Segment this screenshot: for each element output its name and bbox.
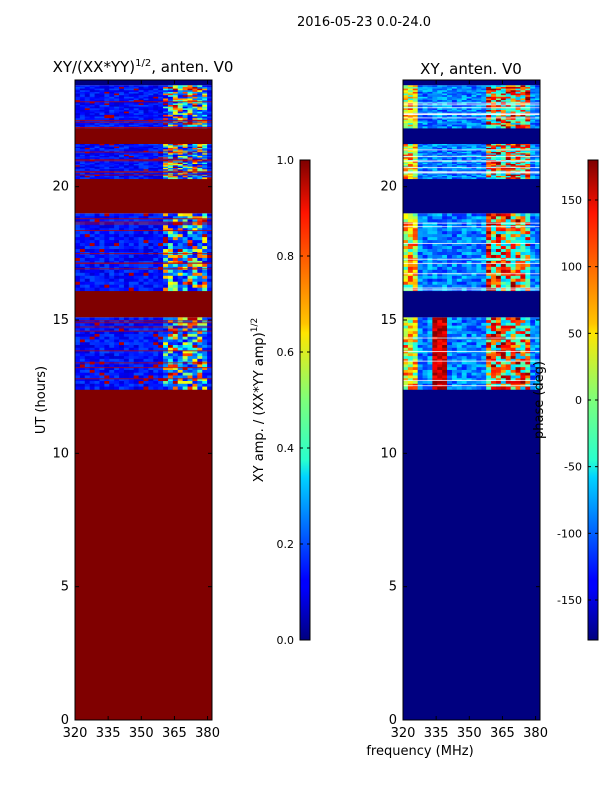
phase-data-block xyxy=(403,317,540,390)
amplitude-panel: XY/(XX*YY)1/2, anten. V0 320 335 350 365 380… xyxy=(34,58,233,741)
colorbar-tick-label: 1.0 xyxy=(277,154,295,167)
phase-ytick-label: 5 xyxy=(389,580,397,595)
amplitude-data-block xyxy=(75,213,212,292)
amplitude-xtick-label: 350 xyxy=(129,726,154,741)
phase-plot-area xyxy=(403,80,540,720)
phase-xtick-label: 365 xyxy=(490,726,515,741)
colorbar-tick-label: -100 xyxy=(557,527,582,540)
amplitude-colorbar-ticks: 0.0 0.2 0.4 0.6 0.8 1.0 xyxy=(277,154,310,647)
amplitude-solid-block xyxy=(75,128,212,144)
phase-ytick-label: 20 xyxy=(380,180,397,195)
colorbar-tick-label: 0.8 xyxy=(277,250,295,263)
amplitude-colorbar-gradient xyxy=(299,159,311,641)
amplitude-colorbar-label: XY amp. / (XX*YY amp)1/2 xyxy=(250,318,267,482)
phase-solid-block xyxy=(403,290,540,318)
amplitude-solid-block xyxy=(75,389,212,720)
amplitude-xtick-label: 365 xyxy=(162,726,187,741)
amplitude-xtick-label: 320 xyxy=(63,726,88,741)
phase-data-block xyxy=(403,85,540,129)
figure-suptitle: 2016-05-23 0.0-24.0 xyxy=(297,15,431,30)
amplitude-ytick-label: 20 xyxy=(52,180,69,195)
colorbar-tick-label: 150 xyxy=(561,194,582,207)
phase-panel: XY, anten. V0 320 335 350 365 380 0 5 10 15 20 xyxy=(380,60,548,741)
amplitude-data-block xyxy=(75,85,212,129)
amplitude-solid-block xyxy=(75,290,212,318)
amplitude-y-ticks: 0 5 10 15 20 xyxy=(52,180,212,728)
amplitude-plot-area xyxy=(75,80,212,720)
phase-xtick-label: 320 xyxy=(391,726,416,741)
phase-solid-block xyxy=(403,128,540,144)
colorbar-tick-label: 0.4 xyxy=(277,442,295,455)
phase-xtick-label: 350 xyxy=(457,726,482,741)
colorbar-tick-label: 0.6 xyxy=(277,346,295,359)
phase-ytick-label: 15 xyxy=(380,313,397,328)
amplitude-ytick-label: 15 xyxy=(52,313,69,328)
phase-colorbar-ticks: -150 -100 -50 0 50 100 150 xyxy=(557,194,598,607)
amplitude-colorbar: 0.0 0.2 0.4 0.6 0.8 1.0 XY amp. / (XX*YY amp)… xyxy=(250,154,311,647)
amplitude-solid-block xyxy=(75,178,212,214)
amplitude-ytick-label: 10 xyxy=(52,446,69,461)
colorbar-tick-label: 100 xyxy=(561,261,582,274)
amplitude-data-block xyxy=(75,317,212,390)
amplitude-top-band xyxy=(75,80,212,86)
colorbar-tick-label: 0 xyxy=(575,394,582,407)
phase-data-block xyxy=(403,144,540,180)
phase-colorbar-label: phase (deg) xyxy=(532,361,547,439)
amplitude-x-ticks: 320 335 350 365 380 xyxy=(63,80,220,741)
amplitude-ytick-label: 5 xyxy=(61,580,69,595)
phase-xtick-label: 380 xyxy=(523,726,548,741)
amplitude-title: XY/(XX*YY)1/2, anten. V0 xyxy=(53,58,234,76)
phase-title: XY, anten. V0 xyxy=(420,60,522,78)
phase-x-ticks: 320 335 350 365 380 xyxy=(391,80,548,741)
colorbar-tick-label: -50 xyxy=(564,461,582,474)
amplitude-data-block xyxy=(75,144,212,180)
colorbar-tick-label: 0.0 xyxy=(277,634,295,647)
phase-top-band xyxy=(403,80,540,86)
phase-solid-block xyxy=(403,389,540,720)
amplitude-xtick-label: 335 xyxy=(96,726,121,741)
phase-ytick-label: 10 xyxy=(380,446,397,461)
phase-ytick-label: 0 xyxy=(389,713,397,728)
phase-solid-block xyxy=(403,178,540,214)
colorbar-tick-label: 0.2 xyxy=(277,538,295,551)
phase-y-ticks: 0 5 10 15 20 xyxy=(380,180,540,728)
colorbar-tick-label: -150 xyxy=(557,594,582,607)
phase-axes-frame xyxy=(402,79,541,721)
colorbar-tick-label: 50 xyxy=(568,327,582,340)
amplitude-xtick-label: 380 xyxy=(195,726,220,741)
phase-data-block xyxy=(403,213,540,292)
phase-colorbar: phase (deg) -150 -100 -50 0 50 100 150 xyxy=(532,159,599,641)
shared-xlabel: frequency (MHz) xyxy=(366,744,473,759)
amplitude-ylabel: UT (hours) xyxy=(34,366,49,434)
phase-xtick-label: 335 xyxy=(424,726,449,741)
amplitude-axes-frame xyxy=(74,79,213,721)
amplitude-ytick-label: 0 xyxy=(61,713,69,728)
